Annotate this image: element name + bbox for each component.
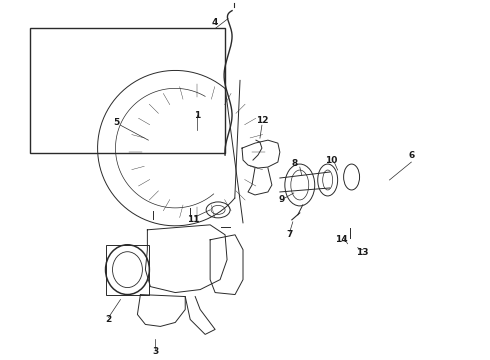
Text: 14: 14 — [335, 235, 348, 244]
Text: 9: 9 — [279, 195, 285, 204]
Text: 4: 4 — [212, 18, 219, 27]
Text: 13: 13 — [356, 248, 369, 257]
Bar — [30, 28, 225, 153]
Text: 8: 8 — [292, 158, 298, 167]
Text: 3: 3 — [152, 347, 158, 356]
Text: 5: 5 — [113, 118, 120, 127]
Text: 1: 1 — [194, 111, 200, 120]
Text: 11: 11 — [187, 215, 199, 224]
Text: 10: 10 — [325, 156, 338, 165]
Text: 6: 6 — [408, 150, 415, 159]
Text: 7: 7 — [287, 230, 293, 239]
Text: 2: 2 — [105, 315, 112, 324]
Bar — [105, 245, 149, 294]
Text: 12: 12 — [256, 116, 268, 125]
